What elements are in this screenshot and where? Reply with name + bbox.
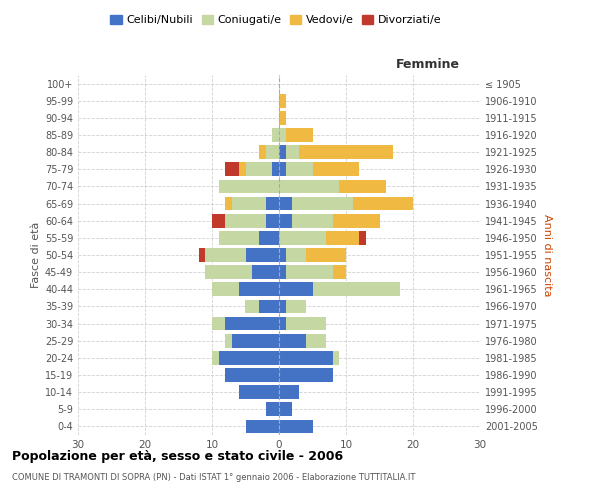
Bar (245, 420, 279, 434)
Bar (279, 146, 286, 159)
Bar (279, 231, 326, 244)
Bar (286, 146, 299, 159)
Bar (279, 334, 306, 347)
Bar (205, 248, 245, 262)
Bar (279, 180, 340, 194)
Bar (332, 266, 346, 279)
Bar (279, 94, 286, 108)
Bar (279, 282, 313, 296)
Bar (218, 180, 279, 194)
Bar (353, 196, 413, 210)
Bar (205, 266, 252, 279)
Bar (279, 316, 286, 330)
Legend: Celibi/Nubili, Coniugati/e, Vedovi/e, Divorziati/e: Celibi/Nubili, Coniugati/e, Vedovi/e, Di… (106, 10, 446, 30)
Bar (306, 334, 326, 347)
Bar (279, 420, 313, 434)
Bar (245, 248, 279, 262)
Y-axis label: Fasce di età: Fasce di età (31, 222, 41, 288)
Bar (332, 214, 380, 228)
Bar (199, 248, 205, 262)
Bar (279, 128, 286, 142)
Text: COMUNE DI TRAMONTI DI SOPRA (PN) - Dati ISTAT 1° gennaio 2006 - Elaborazione TUT: COMUNE DI TRAMONTI DI SOPRA (PN) - Dati … (12, 472, 415, 482)
Bar (286, 300, 306, 314)
Bar (245, 162, 272, 176)
Bar (226, 368, 279, 382)
Bar (279, 386, 299, 399)
Bar (226, 162, 239, 176)
Bar (226, 316, 279, 330)
Bar (279, 248, 286, 262)
Bar (272, 128, 279, 142)
Bar (279, 214, 292, 228)
Bar (212, 214, 226, 228)
Bar (286, 128, 313, 142)
Bar (286, 248, 306, 262)
Bar (279, 111, 286, 124)
Bar (279, 368, 332, 382)
Bar (306, 248, 346, 262)
Bar (332, 351, 340, 364)
Bar (239, 282, 279, 296)
Bar (272, 162, 279, 176)
Bar (226, 196, 232, 210)
Bar (340, 180, 386, 194)
Bar (279, 196, 292, 210)
Bar (245, 300, 259, 314)
Bar (359, 231, 366, 244)
Bar (266, 402, 279, 416)
Bar (292, 214, 332, 228)
Bar (259, 231, 279, 244)
Bar (286, 162, 313, 176)
Bar (313, 282, 400, 296)
Text: Popolazione per età, sesso e stato civile - 2006: Popolazione per età, sesso e stato civil… (12, 450, 343, 463)
Bar (279, 351, 332, 364)
Bar (218, 231, 259, 244)
Bar (212, 351, 218, 364)
Y-axis label: Anni di nascita: Anni di nascita (542, 214, 551, 296)
Bar (259, 300, 279, 314)
Bar (232, 196, 266, 210)
Bar (313, 162, 359, 176)
Bar (326, 231, 359, 244)
Bar (266, 214, 279, 228)
Bar (226, 214, 266, 228)
Bar (286, 266, 332, 279)
Bar (226, 334, 232, 347)
Bar (279, 402, 292, 416)
Bar (259, 146, 266, 159)
Bar (252, 266, 279, 279)
Bar (266, 146, 279, 159)
Text: Femmine: Femmine (396, 58, 460, 71)
Bar (232, 334, 279, 347)
Bar (218, 351, 279, 364)
Bar (212, 316, 226, 330)
Bar (279, 266, 286, 279)
Bar (292, 196, 353, 210)
Bar (279, 300, 286, 314)
Bar (286, 316, 326, 330)
Bar (239, 386, 279, 399)
Bar (212, 282, 239, 296)
Bar (239, 162, 245, 176)
Bar (279, 162, 286, 176)
Bar (266, 196, 279, 210)
Bar (299, 146, 393, 159)
